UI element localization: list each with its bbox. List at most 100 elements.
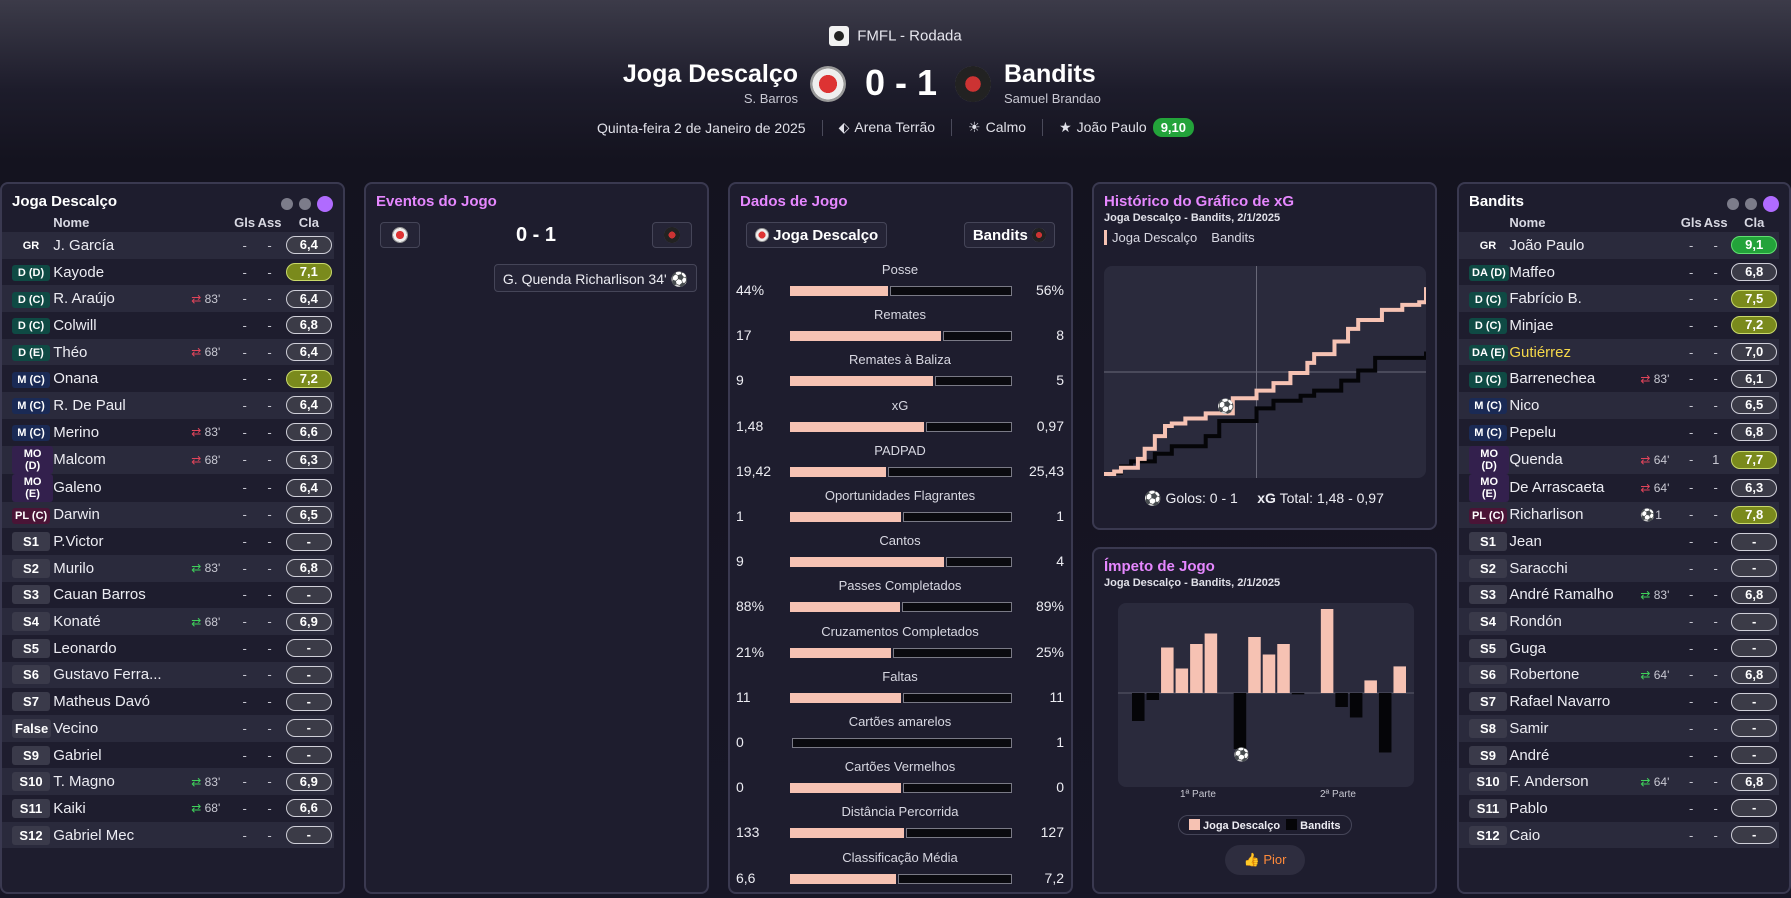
momentum-bar[interactable] — [1146, 693, 1160, 700]
view-dot-1[interactable] — [1727, 197, 1739, 210]
player-row[interactable]: M (C) Nico - -6,5 — [1459, 392, 1779, 419]
xg-legend-home[interactable]: Joga Descalço — [1104, 230, 1197, 245]
player-name[interactable]: J. García — [53, 236, 115, 254]
player-row[interactable]: D (C) Minjae - -7,2 — [1459, 312, 1779, 339]
player-name[interactable]: Rafael Navarro — [1509, 693, 1611, 711]
away-crest-icon[interactable] — [955, 66, 991, 102]
momentum-bar[interactable] — [1291, 693, 1305, 695]
player-name[interactable]: Pepelu — [1509, 423, 1557, 441]
panel-view-toggle[interactable] — [1721, 195, 1779, 213]
player-name[interactable]: Darwin — [53, 506, 100, 524]
goal-marker-icon[interactable]: ⚽ — [1233, 747, 1250, 762]
player-row[interactable]: S1 Jean - - - — [1459, 528, 1779, 555]
player-row[interactable]: S10 F. Anderson ⇄ 64' - -6,8 — [1459, 768, 1779, 796]
player-row[interactable]: S7 Rafael Navarro - - - — [1459, 688, 1779, 715]
momentum-bar[interactable] — [1175, 668, 1189, 694]
player-name[interactable]: Pablo — [1509, 799, 1548, 817]
stadium[interactable]: ⬖ Arena Terrão — [823, 119, 953, 136]
player-name[interactable]: Rondón — [1509, 613, 1562, 631]
player-name[interactable]: Merino — [53, 423, 100, 441]
momentum-bar[interactable] — [1233, 693, 1247, 749]
player-row[interactable]: S9 Gabriel - - - — [2, 741, 334, 769]
player-row[interactable]: S4 Rondón - - - — [1459, 608, 1779, 635]
player-row[interactable]: M (C) Onana - -7,2 — [2, 365, 334, 393]
player-name[interactable]: João Paulo — [1509, 236, 1585, 254]
player-name[interactable]: R. De Paul — [53, 396, 126, 414]
player-row[interactable]: D (C) Barrenechea ⇄ 83' - -6,1 — [1459, 365, 1779, 393]
player-name[interactable]: P.Victor — [53, 533, 104, 551]
home-team-name[interactable]: Joga Descalço — [622, 60, 798, 88]
player-row[interactable]: D (C) Fabrício B. - -7,5 — [1459, 285, 1779, 313]
momentum-bar[interactable] — [1349, 693, 1363, 718]
away-team-coach[interactable]: Samuel Brandao — [1004, 91, 1101, 106]
col-goals-header[interactable]: Gls — [234, 214, 256, 230]
momentum-bar[interactable] — [1161, 647, 1174, 694]
player-name[interactable]: Minjae — [1509, 316, 1554, 334]
player-row[interactable]: S6 Gustavo Ferra... - - - — [2, 661, 334, 689]
player-row[interactable]: S12 Caio - - - — [1459, 821, 1779, 849]
player-row[interactable]: DA (D) Maffeo - -6,8 — [1459, 258, 1779, 286]
player-row[interactable]: S11 Pablo - - - — [1459, 795, 1779, 822]
player-row[interactable]: D (C) R. Araújo ⇄ 83' - -6,4 — [2, 285, 334, 313]
stats-home-team[interactable]: Joga Descalço — [746, 222, 888, 248]
player-row[interactable]: S12 Gabriel Mec - - - — [2, 821, 334, 849]
player-name[interactable]: Guga — [1509, 639, 1547, 657]
home-team-coach[interactable]: S. Barros — [743, 91, 798, 106]
player-name[interactable]: Théo — [53, 343, 88, 361]
player-name[interactable]: Matheus Davó — [53, 693, 150, 711]
col-rating-header[interactable]: Cla — [1744, 214, 1765, 230]
player-name[interactable]: Galeno — [53, 479, 102, 496]
col-assists-header[interactable]: Ass — [1703, 214, 1728, 230]
player-row[interactable]: S5 Guga - - - — [1459, 634, 1779, 662]
player-row[interactable]: M (C) Merino ⇄ 83' - -6,6 — [2, 418, 334, 446]
momentum-bar[interactable] — [1190, 644, 1203, 693]
view-dot-3[interactable] — [317, 195, 333, 212]
view-dot-2[interactable] — [299, 197, 311, 210]
player-name[interactable]: R. Araújo — [53, 290, 115, 308]
momentum-bar[interactable] — [1364, 680, 1377, 693]
col-assists-header[interactable]: Ass — [257, 214, 282, 230]
player-name[interactable]: Saracchi — [1509, 559, 1568, 577]
player-name[interactable]: Gutiérrez — [1509, 343, 1572, 361]
player-row[interactable]: D (E) Théo ⇄ 68' - -6,4 — [2, 338, 334, 366]
momentum-bar[interactable] — [1378, 693, 1392, 753]
player-name[interactable]: Samir — [1509, 719, 1549, 737]
momentum-bar[interactable] — [1132, 693, 1145, 721]
player-name[interactable]: Quenda — [1509, 451, 1563, 468]
player-name[interactable]: T. Magno — [53, 773, 115, 791]
player-row[interactable]: False Vecino - - - — [2, 715, 334, 742]
player-name[interactable]: André — [1509, 746, 1550, 764]
col-rating-header[interactable]: Cla — [298, 214, 319, 230]
momentum-bar[interactable] — [1393, 666, 1406, 693]
player-name[interactable]: Richarlison — [1509, 506, 1584, 524]
momentum-bar[interactable] — [1204, 633, 1218, 694]
player-name[interactable]: Malcom — [53, 451, 106, 468]
player-row[interactable]: S3 André Ramalho ⇄ 83' - -6,8 — [1459, 581, 1779, 609]
player-row[interactable]: S1 P.Victor - - - — [2, 528, 334, 555]
xg-legend-away[interactable]: Bandits — [1211, 230, 1255, 245]
home-crest-icon[interactable] — [810, 66, 846, 102]
player-row[interactable]: S7 Matheus Davó - - - — [2, 688, 334, 715]
player-name[interactable]: Vecino — [53, 719, 99, 737]
home-team-header[interactable]: Joga Descalço S. Barros — [560, 60, 798, 106]
momentum-bar[interactable] — [1262, 654, 1276, 694]
player-row[interactable]: PL (C) Richarlison ⚽1- -7,8 — [1459, 501, 1779, 529]
player-name[interactable]: Konaté — [53, 613, 101, 631]
player-row[interactable]: S8 Samir - - - — [1459, 715, 1779, 742]
player-row[interactable]: S2 Saracchi - - - — [1459, 554, 1779, 582]
player-row[interactable]: M (C) R. De Paul - -6,4 — [2, 392, 334, 419]
player-row[interactable]: S5 Leonardo - - - — [2, 634, 334, 662]
player-name[interactable]: Kayode — [53, 263, 105, 281]
player-name[interactable]: Gabriel Mec — [53, 826, 135, 844]
player-row[interactable]: GR João Paulo - -9,1 — [1459, 232, 1779, 259]
player-row[interactable]: S10 T. Magno ⇄ 83' - -6,9 — [2, 768, 334, 796]
view-dot-3[interactable] — [1763, 195, 1779, 212]
player-name[interactable]: Robertone — [1509, 666, 1580, 684]
player-row[interactable]: S4 Konaté ⇄ 68' - -6,9 — [2, 608, 334, 635]
momentum-bar[interactable] — [1335, 693, 1348, 707]
player-row[interactable]: PL (C) Darwin - -6,5 — [2, 501, 334, 529]
player-row[interactable]: MO (D) Quenda ⇄ 64' -1 7,7 — [1459, 445, 1779, 474]
player-row[interactable]: M (C) Pepelu - -6,8 — [1459, 418, 1779, 446]
player-name[interactable]: Leonardo — [53, 639, 117, 657]
player-name[interactable]: Gustavo Ferra... — [53, 666, 162, 684]
